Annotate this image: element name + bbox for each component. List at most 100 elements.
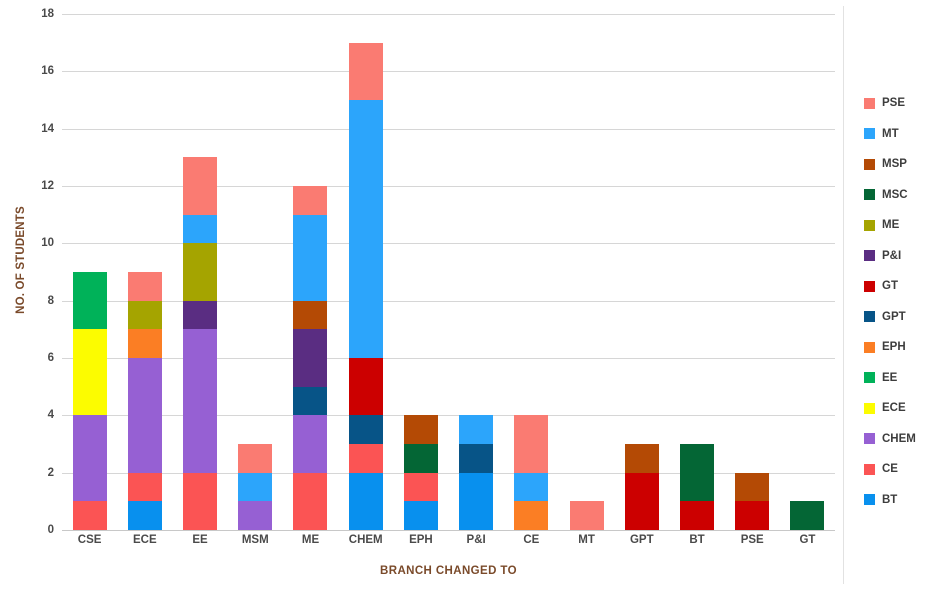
legend-item-eph[interactable]: EPH [864,332,946,363]
bar-segment-msp[interactable] [624,444,659,473]
legend-item-mt[interactable]: MT [864,119,946,150]
bar-group-chem[interactable] [338,14,393,530]
bar-segment-chem[interactable] [127,358,162,473]
bar-group-ce[interactable] [504,14,559,530]
bar-segment-me[interactable] [183,243,218,301]
bar-segment-ce[interactable] [403,472,438,502]
bar-group-me[interactable] [283,14,338,530]
bar-segment-ce[interactable] [183,472,218,530]
bar-segment-gpt[interactable] [348,415,383,445]
bar-group-cse[interactable] [62,14,117,530]
bar-segment-bt[interactable] [403,501,438,530]
bar-group-mt[interactable] [559,14,614,530]
bar-segment-mt[interactable] [183,214,218,244]
bar-segment-gt[interactable] [624,472,659,530]
y-axis-tick-label: 8 [47,294,54,307]
bar-segment-mt[interactable] [514,472,549,502]
bar-segment-chem[interactable] [238,501,273,530]
legend-item-gpt[interactable]: GPT [864,302,946,333]
bar-group-pse[interactable] [725,14,780,530]
bar-group-gt[interactable] [780,14,835,530]
bar-segment-gpt[interactable] [459,444,494,473]
bar-segment-chem[interactable] [293,415,328,473]
legend-label: MSC [882,188,908,201]
bar-segment-gpt[interactable] [293,386,328,416]
legend-swatch-icon [864,189,875,201]
bar-segment-bt[interactable] [459,472,494,530]
x-axis-tick-labels: CSE ECE EE MSM ME CHEM EPH P&I CE MT GPT BT PSE GT [62,534,835,546]
bar-group-bt[interactable] [669,14,724,530]
bar-segment-ce[interactable] [348,444,383,473]
bar-stack [790,501,825,530]
bar-segment-eph[interactable] [514,501,549,530]
bar-segment-msc[interactable] [403,444,438,473]
bar-group-gpt[interactable] [614,14,669,530]
legend-item-ce[interactable]: CE [864,454,946,485]
x-axis-tick-label: ME [301,534,320,546]
bar-segment-p-i[interactable] [293,329,328,387]
bar-segment-me[interactable] [127,300,162,330]
bar-segment-ce[interactable] [127,472,162,502]
bar-segment-pse[interactable] [569,501,604,530]
legend-item-gt[interactable]: GT [864,271,946,302]
bar-group-p-i[interactable] [449,14,504,530]
bar-segment-chem[interactable] [183,329,218,473]
legend-item-pse[interactable]: PSE [864,88,946,119]
legend-item-msp[interactable]: MSP [864,149,946,180]
legend-item-p-i[interactable]: P&I [864,241,946,272]
legend-swatch-icon [864,219,875,231]
bar-segment-chem[interactable] [72,415,107,502]
bar-stack [403,415,438,530]
bar-segment-ce[interactable] [293,472,328,530]
bar-segment-msc[interactable] [790,501,825,530]
bar-segment-msp[interactable] [403,415,438,445]
bar-segment-pse[interactable] [238,444,273,473]
legend-swatch-icon [864,311,875,323]
bar-segment-msc[interactable] [680,444,715,502]
bar-segment-mt[interactable] [293,214,328,301]
y-axis-tick-label: 4 [47,409,54,422]
y-axis-tick-label: 6 [47,352,54,364]
bar-segment-gt[interactable] [680,501,715,530]
bar-segment-gt[interactable] [348,358,383,416]
bar-segment-ee[interactable] [72,272,107,330]
bar-segment-gt[interactable] [735,501,770,530]
bar-segment-pse[interactable] [514,415,549,473]
bar-segment-pse[interactable] [183,157,218,215]
bar-group-ece[interactable] [117,14,172,530]
legend: PSE MT MSP MSC ME P&I GT GPT EPH EE ECE CHEM CE BT [864,88,946,515]
bar-stack [348,42,383,530]
bar-segment-ece[interactable] [72,329,107,416]
legend-item-me[interactable]: ME [864,210,946,241]
bar-segment-pse[interactable] [127,272,162,301]
legend-item-ece[interactable]: ECE [864,393,946,424]
legend-label: MT [882,127,899,140]
bar-segment-eph[interactable] [127,329,162,359]
legend-swatch-icon [864,158,875,170]
legend-divider [843,6,844,584]
bar-segment-p-i[interactable] [183,300,218,330]
bar-group-eph[interactable] [393,14,448,530]
bar-segment-bt[interactable] [348,472,383,530]
gridline: 14 [41,123,835,135]
bar-stack [459,415,494,530]
bar-group-msm[interactable] [228,14,283,530]
bar-segment-ce[interactable] [72,501,107,530]
x-axis-tick-label: CE [523,534,540,546]
bar-segment-msp[interactable] [293,300,328,330]
bar-segment-msp[interactable] [735,472,770,502]
bar-segment-pse[interactable] [293,186,328,215]
bar-segment-mt[interactable] [348,100,383,359]
bar-segment-mt[interactable] [238,472,273,502]
bar-segment-pse[interactable] [348,42,383,101]
legend-item-msc[interactable]: MSC [864,180,946,211]
legend-item-bt[interactable]: BT [864,485,946,516]
bar-stack [238,444,273,530]
bar-segment-mt[interactable] [459,415,494,445]
legend-item-ee[interactable]: EE [864,363,946,394]
y-axis-tick-label: 2 [47,466,54,479]
bar-group-ee[interactable] [172,14,227,530]
legend-item-chem[interactable]: CHEM [864,424,946,455]
bar-segment-bt[interactable] [127,501,162,530]
